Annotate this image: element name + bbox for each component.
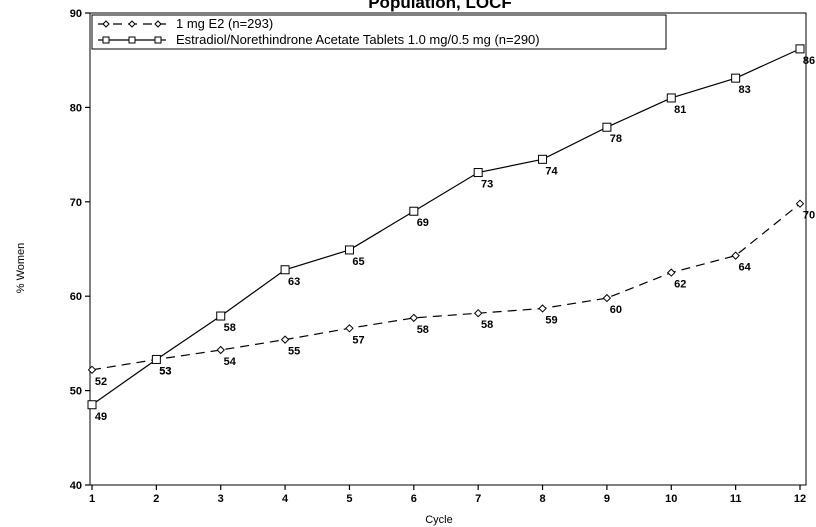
x-tick-label: 12 [794, 493, 806, 505]
data-label: 73 [481, 179, 493, 191]
x-tick-label: 5 [346, 493, 352, 505]
square-marker [666, 93, 676, 103]
y-tick-label: 80 [70, 102, 82, 114]
data-label: 64 [739, 262, 752, 274]
plot-frame [89, 12, 807, 486]
legend-diamond-marker [154, 20, 162, 28]
x-tick-label: 6 [411, 493, 417, 505]
square-marker [216, 311, 226, 321]
legend-square-marker [102, 36, 110, 44]
data-label: 49 [95, 411, 107, 423]
x-tick-label: 2 [153, 493, 159, 505]
square-marker [151, 354, 161, 364]
data-label: 69 [417, 217, 429, 229]
data-label: 53 [159, 365, 171, 377]
legend-box [91, 14, 667, 50]
diamond-marker [345, 324, 354, 333]
legend: 1 mg E2 (n=293)Estradiol/Norethindrone A… [91, 14, 667, 50]
diamond-marker [602, 293, 612, 303]
data-label: 53 [159, 365, 171, 377]
square-marker [795, 44, 805, 54]
x-tick-label: 10 [665, 493, 677, 505]
square-marker [409, 206, 419, 216]
y-tick-label: 90 [70, 8, 82, 20]
legend-square-marker [128, 36, 136, 44]
diamond-marker [667, 268, 676, 277]
square-marker [602, 122, 612, 132]
square-marker [731, 73, 741, 83]
data-label: 60 [610, 304, 622, 316]
diamond-marker [87, 365, 97, 375]
x-tick-label: 11 [730, 493, 742, 505]
data-label: 65 [352, 256, 364, 268]
data-label: 81 [674, 104, 686, 116]
diamond-marker [216, 345, 225, 355]
y-axis-label: % Women [15, 243, 27, 294]
diamond-marker [731, 251, 740, 260]
data-label: 58 [481, 319, 493, 331]
legend-square-marker [154, 36, 162, 44]
diamond-marker [280, 335, 290, 344]
legend-diamond-marker [102, 20, 110, 28]
data-label: 58 [224, 322, 236, 334]
x-tick-label: 7 [475, 493, 481, 505]
data-label: 57 [352, 334, 364, 346]
square-marker [280, 265, 290, 275]
y-axis: 40 50 60 70 80 90 [70, 8, 90, 492]
square-marker [344, 245, 354, 255]
diamond-marker [538, 304, 547, 313]
data-label: 70 [803, 210, 815, 222]
x-axis-label: Cycle [425, 514, 453, 526]
y-tick-label: 50 [70, 386, 82, 398]
data-label: 55 [288, 346, 300, 358]
data-label: 62 [674, 279, 686, 291]
data-label: 54 [224, 356, 237, 368]
y-tick-label: 70 [70, 197, 82, 209]
square-marker [473, 168, 483, 178]
data-label: 78 [610, 133, 622, 145]
series-line-2 [91, 48, 801, 406]
legend-diamond-marker [128, 20, 136, 28]
data-label: 63 [288, 276, 300, 288]
legend-entry-2: Estradiol/Norethindrone Acetate Tablets … [176, 32, 540, 47]
diamond-marker [409, 313, 419, 323]
diamond-marker [795, 199, 805, 208]
square-marker [538, 154, 548, 164]
data-label: 83 [739, 84, 751, 96]
x-tick-label: 4 [282, 493, 289, 505]
series-line-1 [91, 203, 801, 371]
x-tick-label: 9 [604, 493, 610, 505]
data-label: 58 [417, 324, 429, 336]
x-tick-label: 3 [218, 493, 224, 505]
x-axis: 1 2 3 4 5 6 7 8 9 10 11 12 [89, 485, 806, 505]
y-tick-label: 60 [70, 291, 82, 303]
x-tick-label: 8 [539, 493, 545, 505]
legend-entry-1: 1 mg E2 (n=293) [176, 16, 273, 31]
data-label: 52 [95, 376, 107, 388]
square-marker [87, 400, 97, 410]
diamond-marker [473, 308, 483, 318]
chart-title: Population, LOCF [368, 0, 512, 12]
x-tick-label: 1 [89, 493, 95, 505]
data-label: 59 [545, 314, 557, 326]
y-tick-label: 40 [70, 480, 82, 492]
data-label: 86 [803, 55, 815, 67]
data-label: 74 [545, 165, 558, 177]
